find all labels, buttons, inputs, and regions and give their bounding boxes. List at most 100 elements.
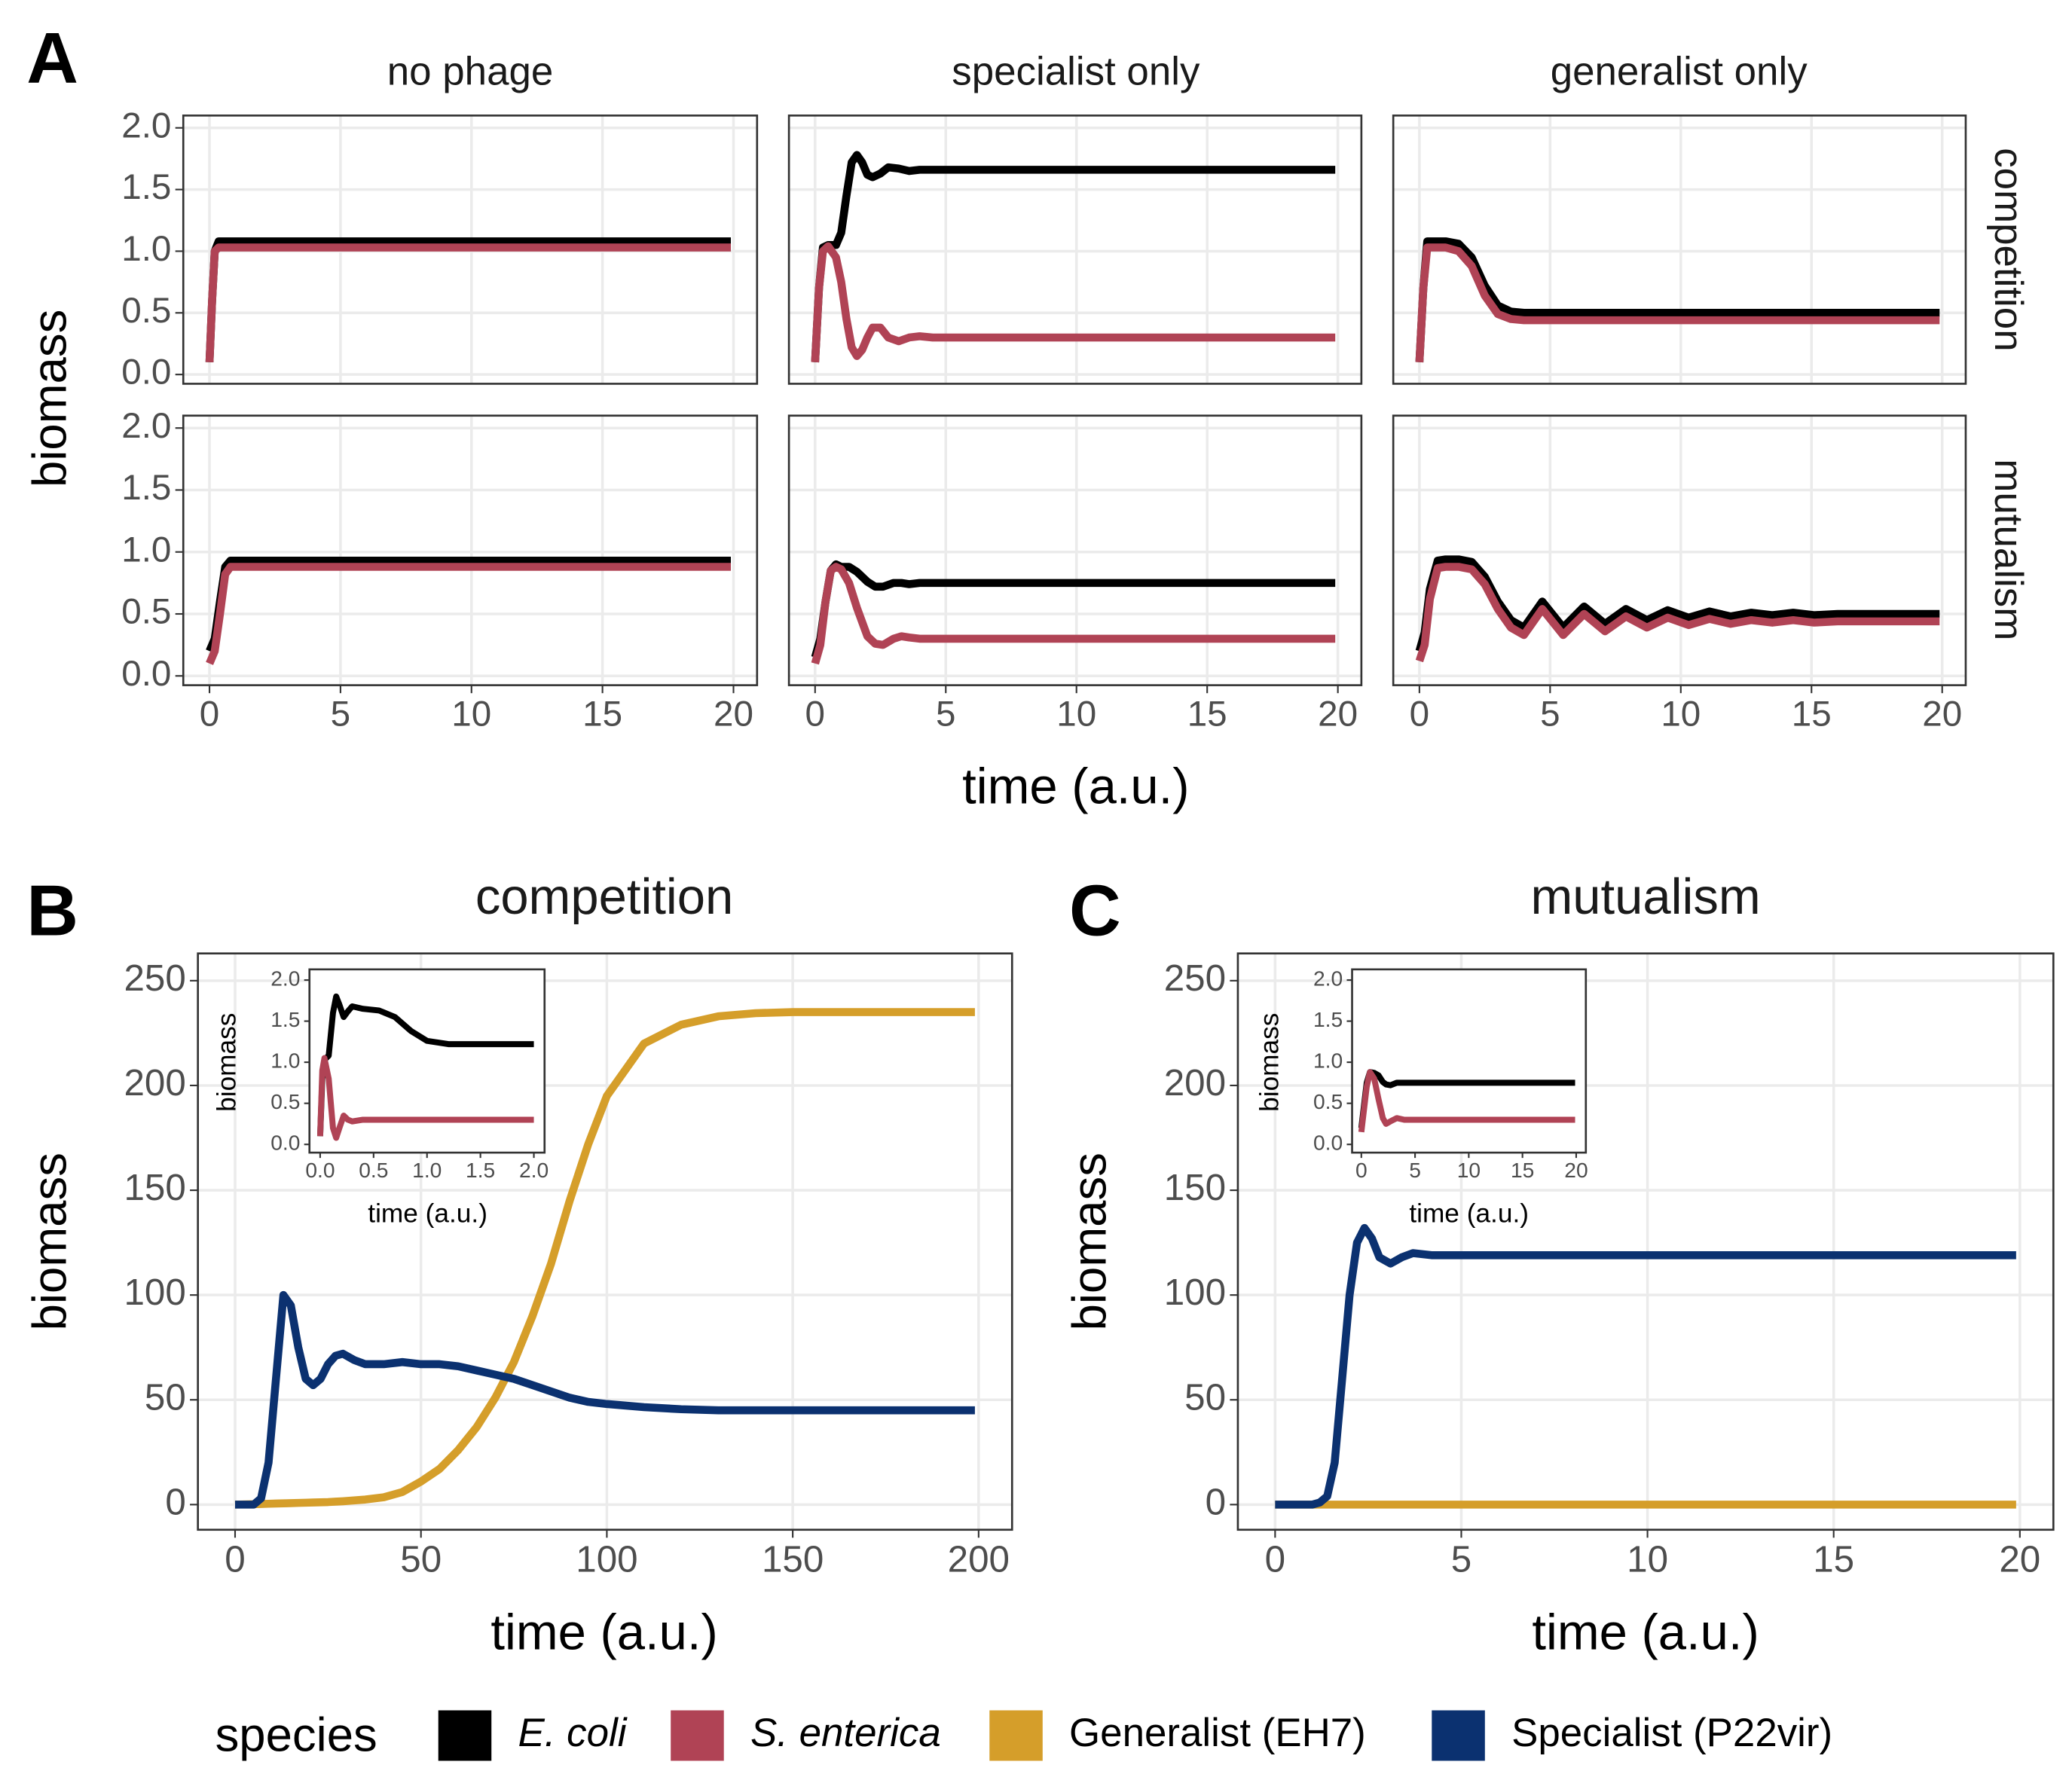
x-tick-label: 0	[805, 695, 825, 734]
x-tick-label: 5	[1409, 1158, 1421, 1182]
y-tick-label: 200	[124, 1062, 185, 1104]
x-tick-label: 20	[1318, 695, 1358, 734]
y-tick-label: 250	[124, 957, 185, 999]
y-axis-label: biomass	[212, 1013, 242, 1112]
y-tick-label: 0	[1206, 1481, 1226, 1522]
series-line	[1275, 1223, 2016, 1509]
x-tick-label: 1.5	[466, 1158, 495, 1182]
legend-swatch	[438, 1710, 492, 1761]
series-line	[1358, 1069, 1575, 1133]
y-tick-label: 1.0	[270, 1049, 300, 1073]
x-tick-label: 10	[1457, 1158, 1481, 1182]
panel-label: A	[26, 19, 78, 99]
plot-border	[182, 115, 759, 385]
x-axis-label: time (a.u.)	[1532, 1604, 1759, 1660]
y-axis-label: biomass	[23, 1153, 76, 1330]
plot-background	[309, 969, 545, 1153]
x-tick-label: 0	[1410, 695, 1429, 734]
x-tick-label: 0.0	[305, 1158, 335, 1182]
x-tick-label: 20	[1922, 695, 1962, 734]
y-tick-label: 1.0	[121, 530, 171, 569]
y-tick-label: 0.5	[121, 291, 171, 331]
x-tick-label: 15	[1813, 1538, 1854, 1580]
panel-label: C	[1069, 871, 1121, 951]
x-tick-label: 5	[1451, 1538, 1471, 1580]
series-line	[316, 993, 534, 1137]
x-tick-label: 5	[1540, 695, 1560, 734]
series-line	[811, 563, 1336, 665]
y-tick-label: 1.5	[121, 167, 171, 207]
chart-title: competition	[475, 869, 733, 925]
legend-label: S. enterica	[750, 1711, 941, 1755]
x-tick-label: 15	[1187, 695, 1227, 734]
y-tick-label: 0.0	[121, 654, 171, 694]
x-tick-label: 200	[948, 1538, 1010, 1580]
legend-label: Generalist (EH7)	[1069, 1711, 1366, 1755]
plot-border	[182, 414, 759, 686]
legend-label: E. coli	[518, 1711, 627, 1755]
chart-title: no phage	[387, 50, 554, 94]
plot-border	[1236, 952, 2055, 1531]
x-tick-label: 10	[1056, 695, 1096, 734]
y-tick-label: 0.5	[270, 1089, 300, 1113]
y-axis-label: biomass	[1064, 1153, 1117, 1330]
series-line	[811, 242, 1336, 363]
series-line	[1415, 563, 1940, 663]
plot-border	[308, 968, 546, 1154]
y-tick-label: 1.0	[1313, 1049, 1343, 1073]
legend-title: species	[215, 1708, 377, 1761]
x-tick-label: 0	[200, 695, 219, 734]
x-tick-label: 20	[714, 695, 753, 734]
x-tick-label: 0	[225, 1538, 245, 1580]
y-tick-label: 0	[165, 1481, 185, 1522]
x-axis-label: time (a.u.)	[368, 1198, 487, 1228]
series-line	[316, 1055, 534, 1141]
y-tick-label: 0.0	[121, 353, 171, 392]
y-tick-label: 2.0	[270, 966, 300, 990]
legend-swatch	[671, 1710, 724, 1761]
y-tick-label: 150	[1164, 1167, 1226, 1208]
y-tick-label: 1.5	[1313, 1007, 1343, 1031]
series-line	[1415, 243, 1940, 363]
x-tick-label: 0	[1355, 1158, 1368, 1182]
x-tick-label: 5	[331, 695, 350, 734]
x-tick-label: 100	[576, 1538, 637, 1580]
series-line	[234, 1008, 975, 1509]
y-axis-label: biomass	[23, 310, 76, 487]
y-tick-label: 150	[124, 1167, 185, 1208]
x-tick-label: 1.0	[412, 1158, 442, 1182]
panel-label: B	[26, 871, 78, 951]
series-line	[1415, 237, 1940, 363]
strip-label: mutualism	[1986, 459, 2031, 640]
x-tick-label: 2.0	[519, 1158, 549, 1182]
y-tick-label: 50	[1184, 1376, 1226, 1418]
x-axis-label: time (a.u.)	[962, 759, 1189, 815]
y-tick-label: 0.0	[1313, 1131, 1343, 1155]
x-tick-label: 150	[762, 1538, 824, 1580]
x-tick-label: 5	[936, 695, 955, 734]
chart-title: mutualism	[1531, 869, 1761, 925]
x-axis-label: time (a.u.)	[1409, 1198, 1529, 1228]
y-tick-label: 250	[1164, 957, 1226, 999]
x-tick-label: 15	[1792, 695, 1832, 734]
y-tick-label: 1.5	[270, 1007, 300, 1031]
y-tick-label: 1.0	[121, 229, 171, 269]
y-tick-label: 100	[124, 1272, 185, 1313]
series-line	[234, 1290, 975, 1509]
y-tick-label: 0.5	[1313, 1089, 1343, 1113]
x-tick-label: 10	[451, 695, 491, 734]
x-tick-label: 0.5	[359, 1158, 388, 1182]
x-tick-label: 10	[1627, 1538, 1668, 1580]
y-tick-label: 100	[1164, 1272, 1226, 1313]
y-tick-label: 0.5	[121, 592, 171, 632]
plot-border	[197, 952, 1013, 1531]
chart-title: generalist only	[1551, 50, 1808, 94]
plot-border	[1351, 968, 1588, 1154]
plot-border	[1392, 414, 1967, 686]
series-line	[205, 243, 732, 363]
series-line	[1415, 555, 1940, 652]
x-tick-label: 15	[1511, 1158, 1534, 1182]
series-line	[206, 563, 732, 665]
